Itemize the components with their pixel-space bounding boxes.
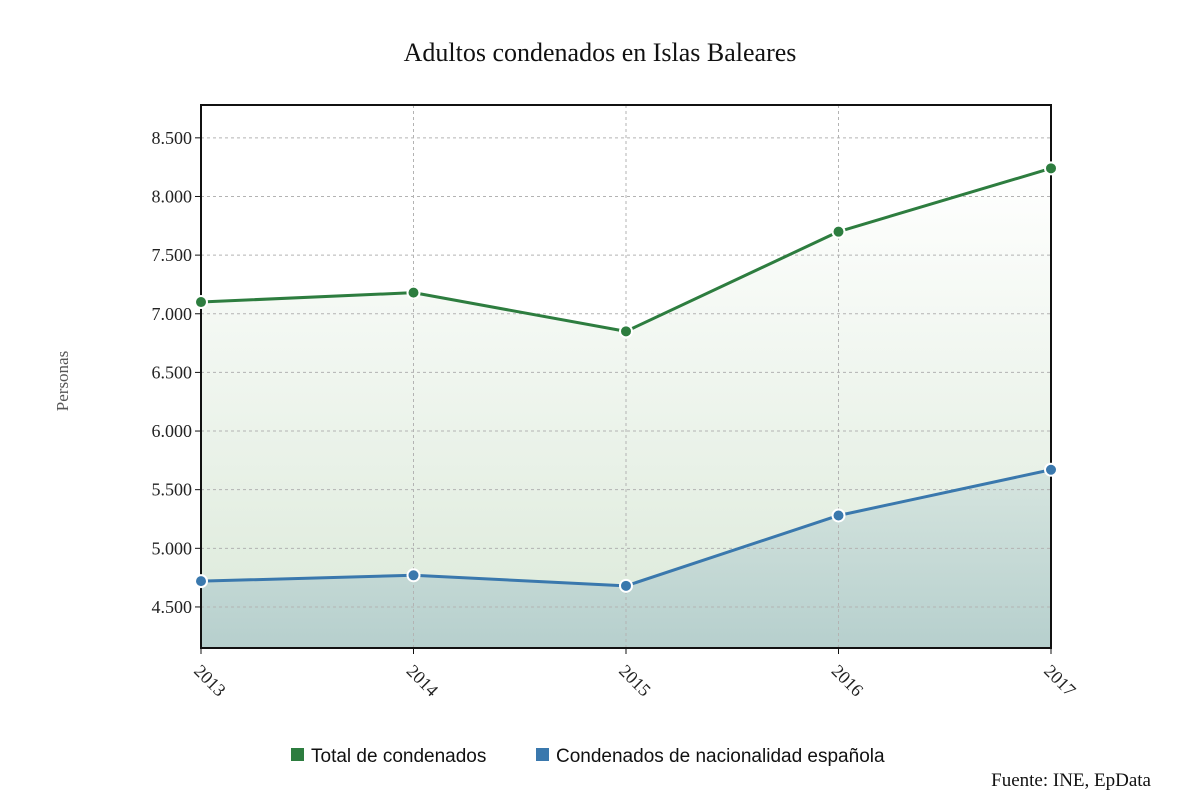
point-total[interactable] xyxy=(619,324,633,339)
x-tick-label: 2014 xyxy=(403,661,443,701)
y-tick-label: 7.000 xyxy=(152,304,193,324)
point-espanola[interactable] xyxy=(406,568,421,583)
legend-label-espanola: Condenados de nacionalidad española xyxy=(556,746,885,767)
y-tick-label: 6.000 xyxy=(152,421,193,441)
point-espanola[interactable] xyxy=(831,508,846,523)
y-tick-label: 5.000 xyxy=(152,538,193,558)
point-espanola[interactable] xyxy=(619,578,633,593)
y-tick-label: 4.500 xyxy=(152,597,193,617)
chart-title: Adultos condenados en Islas Baleares xyxy=(404,38,797,67)
point-total[interactable] xyxy=(1044,161,1058,176)
x-tick-label: 2013 xyxy=(190,661,230,701)
y-axis-ticks: 4.500 5.000 5.500 6.000 6.500 7.000 7.500 8.000… xyxy=(152,128,201,617)
horizontal-gridlines xyxy=(201,137,1051,608)
x-axis-ticks: 2013 2014 2015 2016 2017 xyxy=(190,648,1080,700)
x-tick-label: 2016 xyxy=(828,661,868,701)
point-total[interactable] xyxy=(406,285,421,300)
legend-label-total: Total de condenados xyxy=(311,746,486,767)
legend-swatch-total xyxy=(291,748,304,761)
plot-area xyxy=(194,104,1058,649)
y-tick-label: 6.500 xyxy=(152,362,193,382)
point-total[interactable] xyxy=(831,224,846,239)
y-tick-label: 7.500 xyxy=(152,245,193,265)
series-points xyxy=(194,161,1058,593)
x-tick-label: 2015 xyxy=(615,661,655,701)
legend-item-total[interactable]: Total de condenados xyxy=(291,746,486,767)
legend: Total de condenados Condenados de nacion… xyxy=(291,746,885,767)
point-total[interactable] xyxy=(194,295,208,310)
y-tick-label: 8.500 xyxy=(152,128,193,148)
point-espanola[interactable] xyxy=(194,574,208,589)
y-tick-label: 8.000 xyxy=(152,186,193,206)
y-axis-label: Personas xyxy=(53,351,72,411)
y-tick-label: 5.500 xyxy=(152,480,193,500)
legend-swatch-espanola xyxy=(536,748,549,761)
legend-item-espanola[interactable]: Condenados de nacionalidad española xyxy=(536,746,885,767)
point-espanola[interactable] xyxy=(1044,462,1058,477)
x-tick-label: 2017 xyxy=(1040,661,1080,701)
vertical-gridlines xyxy=(413,105,839,648)
source-note: Fuente: INE, EpData xyxy=(991,770,1151,791)
